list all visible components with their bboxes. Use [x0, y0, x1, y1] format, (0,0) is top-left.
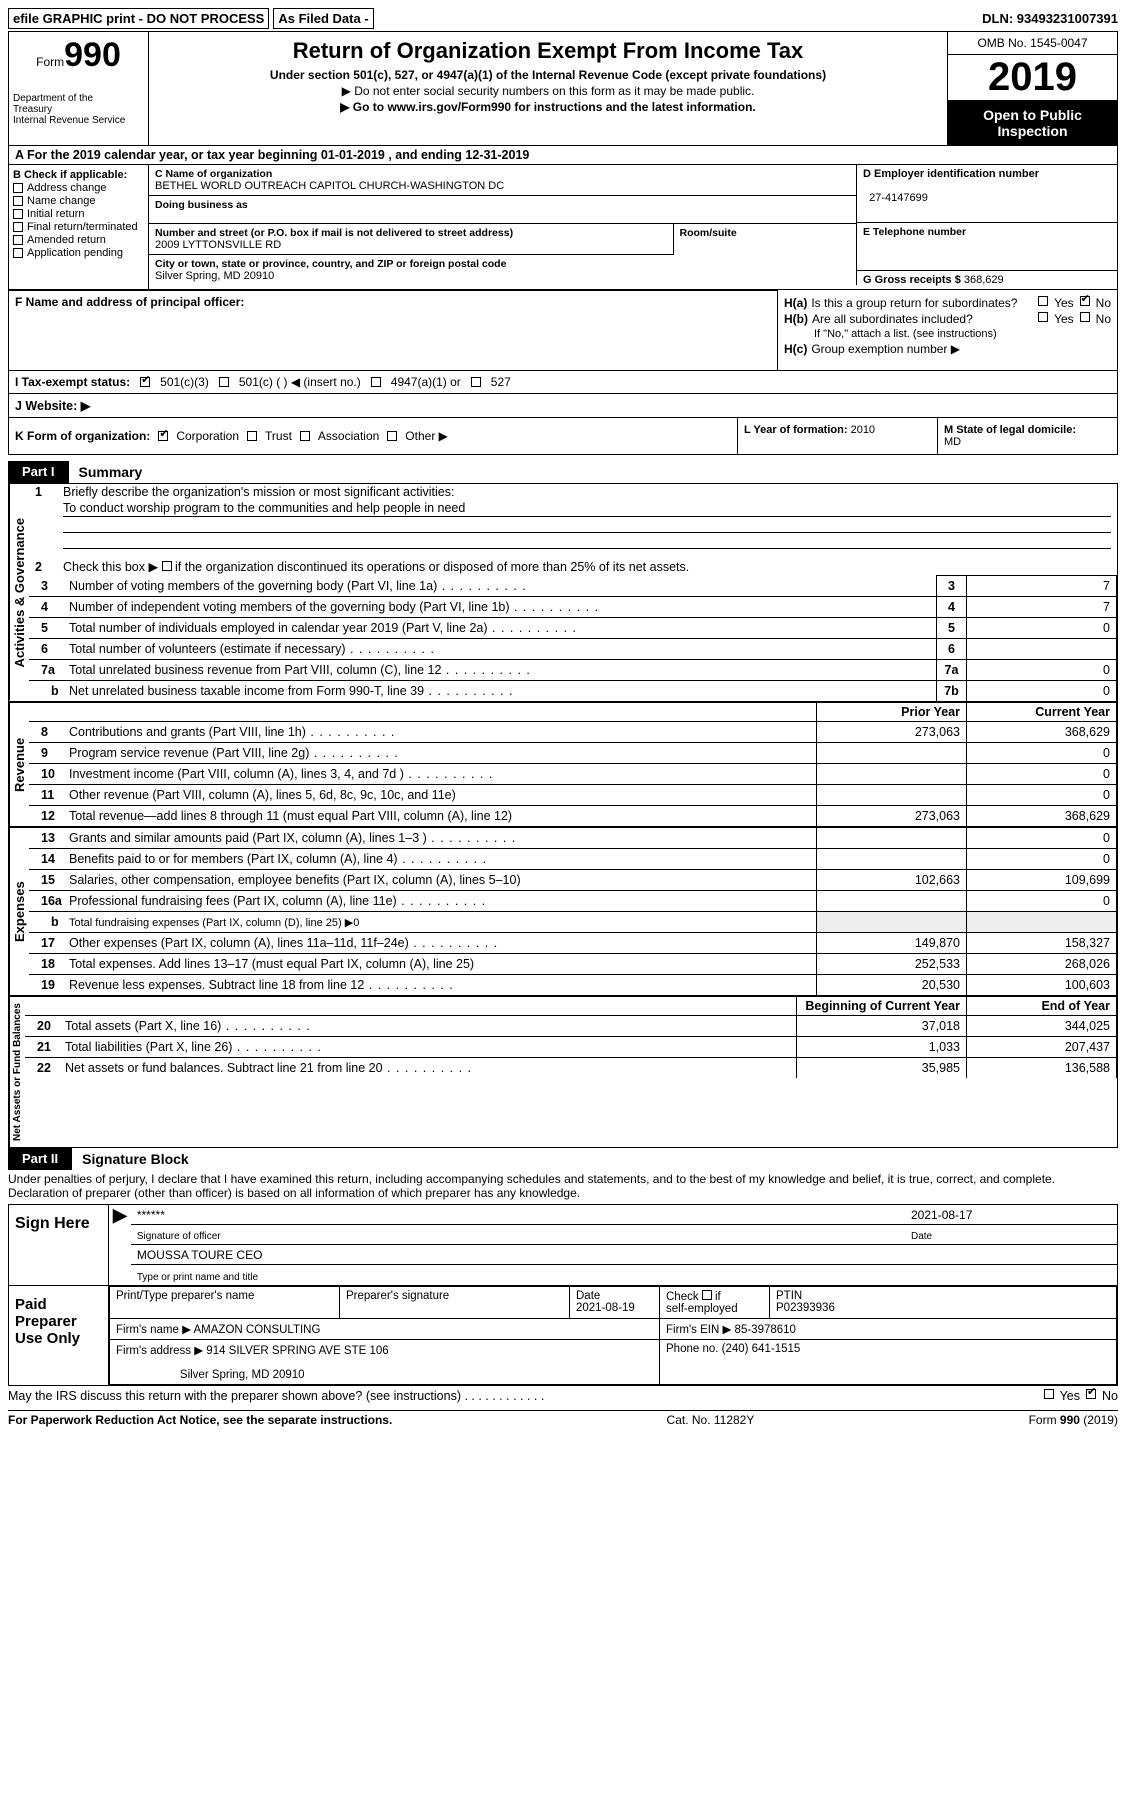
part-2-header: Part II Signature Block: [8, 1148, 1118, 1170]
sig-date: 2021-08-17: [911, 1208, 1111, 1222]
col-b-checkboxes: B Check if applicable: Address change Na…: [9, 165, 149, 289]
mission-text: To conduct worship program to the commun…: [63, 501, 1111, 517]
page-footer: For Paperwork Reduction Act Notice, see …: [8, 1410, 1118, 1427]
firm-ein: 85-3978610: [735, 1324, 796, 1336]
ein: 27-4147699: [869, 192, 928, 204]
irs-link[interactable]: www.irs.gov/Form990: [387, 100, 511, 114]
year-formation: 2010: [851, 424, 875, 436]
revenue-section: Revenue Prior YearCurrent Year 8Contribu…: [8, 702, 1118, 827]
firm-phone: (240) 641-1515: [722, 1343, 801, 1355]
firm-name: AMAZON CONSULTING: [194, 1324, 321, 1336]
state-domicile: MD: [944, 436, 961, 448]
form-label: Form: [36, 55, 64, 69]
form-header: Form 990 Department of theTreasuryIntern…: [8, 31, 1118, 146]
section-h: H(a) Is this a group return for subordin…: [777, 290, 1117, 370]
form-990-page: efile GRAPHIC print - DO NOT PROCESS As …: [0, 0, 1126, 1435]
omb-number: OMB No. 1545-0047: [948, 32, 1117, 55]
row-k-l-m: K Form of organization: Corporation Trus…: [8, 418, 1118, 455]
row-i-tax-status: I Tax-exempt status: 501(c)(3) 501(c) ( …: [8, 371, 1118, 394]
section-f-h: F Name and address of principal officer:…: [8, 290, 1118, 371]
form-title: Return of Organization Exempt From Incom…: [155, 38, 941, 64]
ssn-notice: Do not enter social security numbers on …: [155, 84, 941, 98]
ptin: P02393936: [776, 1302, 835, 1314]
part-1-header: Part I Summary: [8, 461, 1118, 483]
firm-address: 914 SILVER SPRING AVE STE 106: [206, 1345, 388, 1357]
as-filed: As Filed Data -: [273, 8, 373, 29]
tax-year: 2019: [948, 55, 1117, 101]
form-subtitle: Under section 501(c), 527, or 4947(a)(1)…: [155, 68, 941, 82]
row-a-tax-year: A For the 2019 calendar year, or tax yea…: [8, 146, 1118, 165]
row-j-website: J Website: ▶: [8, 394, 1118, 418]
expenses-section: Expenses 13Grants and similar amounts pa…: [8, 827, 1118, 996]
dln: DLN: 93493231007391: [982, 11, 1118, 26]
irs-discuss-row: May the IRS discuss this return with the…: [8, 1386, 1118, 1406]
preparer-table: Print/Type preparer's name Preparer's si…: [109, 1286, 1117, 1385]
org-name: BETHEL WORLD OUTREACH CAPITOL CHURCH-WAS…: [155, 180, 504, 192]
instructions-link-line: Go to www.irs.gov/Form990 for instructio…: [155, 100, 941, 114]
col-right-ids: D Employer identification number 27-4147…: [857, 165, 1117, 289]
net-assets-section: Net Assets or Fund Balances Beginning of…: [8, 996, 1118, 1148]
top-bar: efile GRAPHIC print - DO NOT PROCESS As …: [8, 8, 1118, 29]
governance-table: 3Number of voting members of the governi…: [29, 575, 1117, 701]
efile-notice: efile GRAPHIC print - DO NOT PROCESS: [8, 8, 269, 29]
open-to-public: Open to PublicInspection: [948, 101, 1117, 145]
org-address: 2009 LYTTONSVILLE RD: [155, 239, 281, 251]
header-info-grid: B Check if applicable: Address change Na…: [8, 165, 1118, 290]
form-number: 990: [64, 36, 121, 75]
org-city: Silver Spring, MD 20910: [155, 270, 274, 282]
signature-block: Sign Here ▶ ******2021-08-17 Signature o…: [8, 1204, 1118, 1386]
dept-treasury: Department of theTreasuryInternal Revenu…: [13, 93, 144, 126]
perjury-declaration: Under penalties of perjury, I declare th…: [8, 1170, 1118, 1202]
gross-receipts: 368,629: [964, 274, 1004, 286]
activities-governance: Activities & Governance 1Briefly describ…: [8, 483, 1118, 702]
col-c-org-info: C Name of organizationBETHEL WORLD OUTRE…: [149, 165, 857, 289]
officer-name: MOUSSA TOURE CEO: [137, 1248, 263, 1262]
